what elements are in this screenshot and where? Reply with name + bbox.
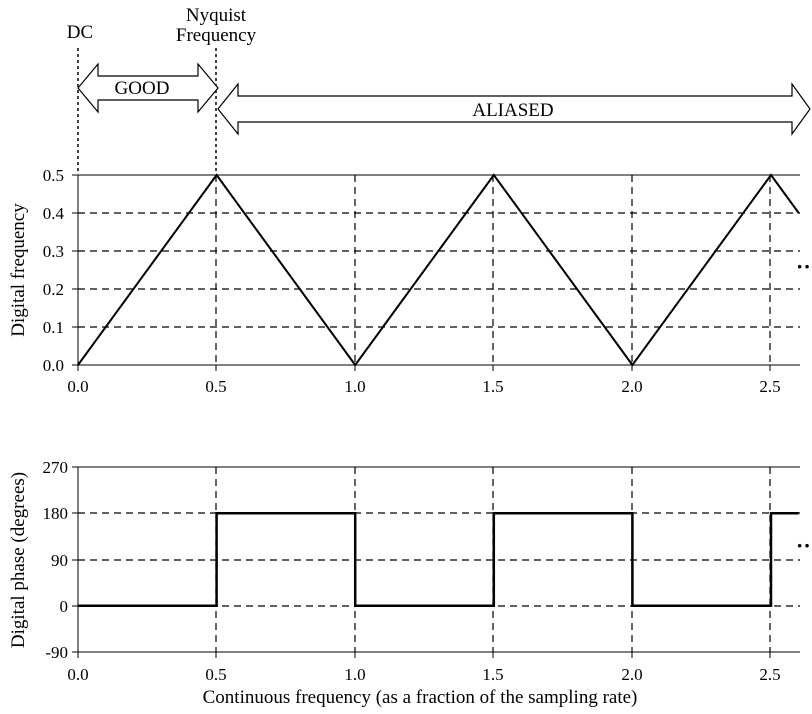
x-axis-label: Continuous frequency (as a fraction of t… bbox=[203, 687, 638, 708]
good-label: GOOD bbox=[115, 78, 170, 99]
continuation-dots: ·· bbox=[796, 254, 811, 279]
x-tick-label: 1.0 bbox=[344, 665, 365, 684]
phase-y-axis-label: Digital phase (degrees) bbox=[8, 472, 29, 648]
x-tick-label: 1.5 bbox=[482, 377, 503, 396]
nyquist-label-line2: Frequency bbox=[176, 25, 257, 46]
x-tick-label: 1.0 bbox=[344, 377, 365, 396]
good-arrow bbox=[77, 62, 219, 114]
y-tick-label: 0.3 bbox=[43, 242, 64, 261]
phase-series-line bbox=[78, 512, 799, 608]
x-tick-label: 0.5 bbox=[205, 377, 226, 396]
x-tick-label: 2.0 bbox=[621, 665, 642, 684]
x-tick-label: 0.0 bbox=[67, 665, 88, 684]
frequency-grid bbox=[78, 175, 800, 365]
y-tick-label: 180 bbox=[43, 504, 69, 523]
x-tick-label: 2.0 bbox=[621, 377, 642, 396]
nyquist-label-line1: Nyquist bbox=[186, 5, 247, 26]
y-tick-label: 0.4 bbox=[43, 204, 65, 223]
x-tick-label: 1.5 bbox=[482, 665, 503, 684]
aliased-arrow bbox=[217, 82, 811, 136]
continuation-dots: ·· bbox=[796, 533, 811, 558]
frequency-series-line bbox=[77, 173, 800, 367]
x-tick-label: 2.5 bbox=[759, 377, 780, 396]
x-tick-label: 2.5 bbox=[759, 665, 780, 684]
phase-grid bbox=[78, 467, 800, 652]
y-tick-label: 0.2 bbox=[43, 280, 64, 299]
y-tick-label: 0.5 bbox=[43, 166, 64, 185]
y-tick-label: 0.1 bbox=[43, 318, 64, 337]
frequency-chart: 0.0 0.1 0.2 0.3 0.4 0.5 0.0 0.5 1.0 1.5 … bbox=[8, 166, 811, 396]
frequency-y-axis-label: Digital frequency bbox=[8, 203, 29, 337]
aliased-label: ALIASED bbox=[472, 100, 553, 121]
x-tick-label: 0.5 bbox=[205, 665, 226, 684]
annotation-area: DC Nyquist Frequency GOOD ALIASED bbox=[67, 5, 811, 172]
y-tick-label: -90 bbox=[45, 643, 68, 662]
y-tick-label: 90 bbox=[51, 551, 68, 570]
y-tick-label: 270 bbox=[43, 458, 69, 477]
y-tick-label: 0 bbox=[60, 597, 69, 616]
y-tick-label: 0.0 bbox=[43, 356, 64, 375]
x-tick-label: 0.0 bbox=[67, 377, 88, 396]
dc-label: DC bbox=[67, 22, 93, 43]
phase-chart: -90 0 90 180 270 0.0 0.5 1.0 1.5 2.0 2.5… bbox=[8, 458, 811, 708]
